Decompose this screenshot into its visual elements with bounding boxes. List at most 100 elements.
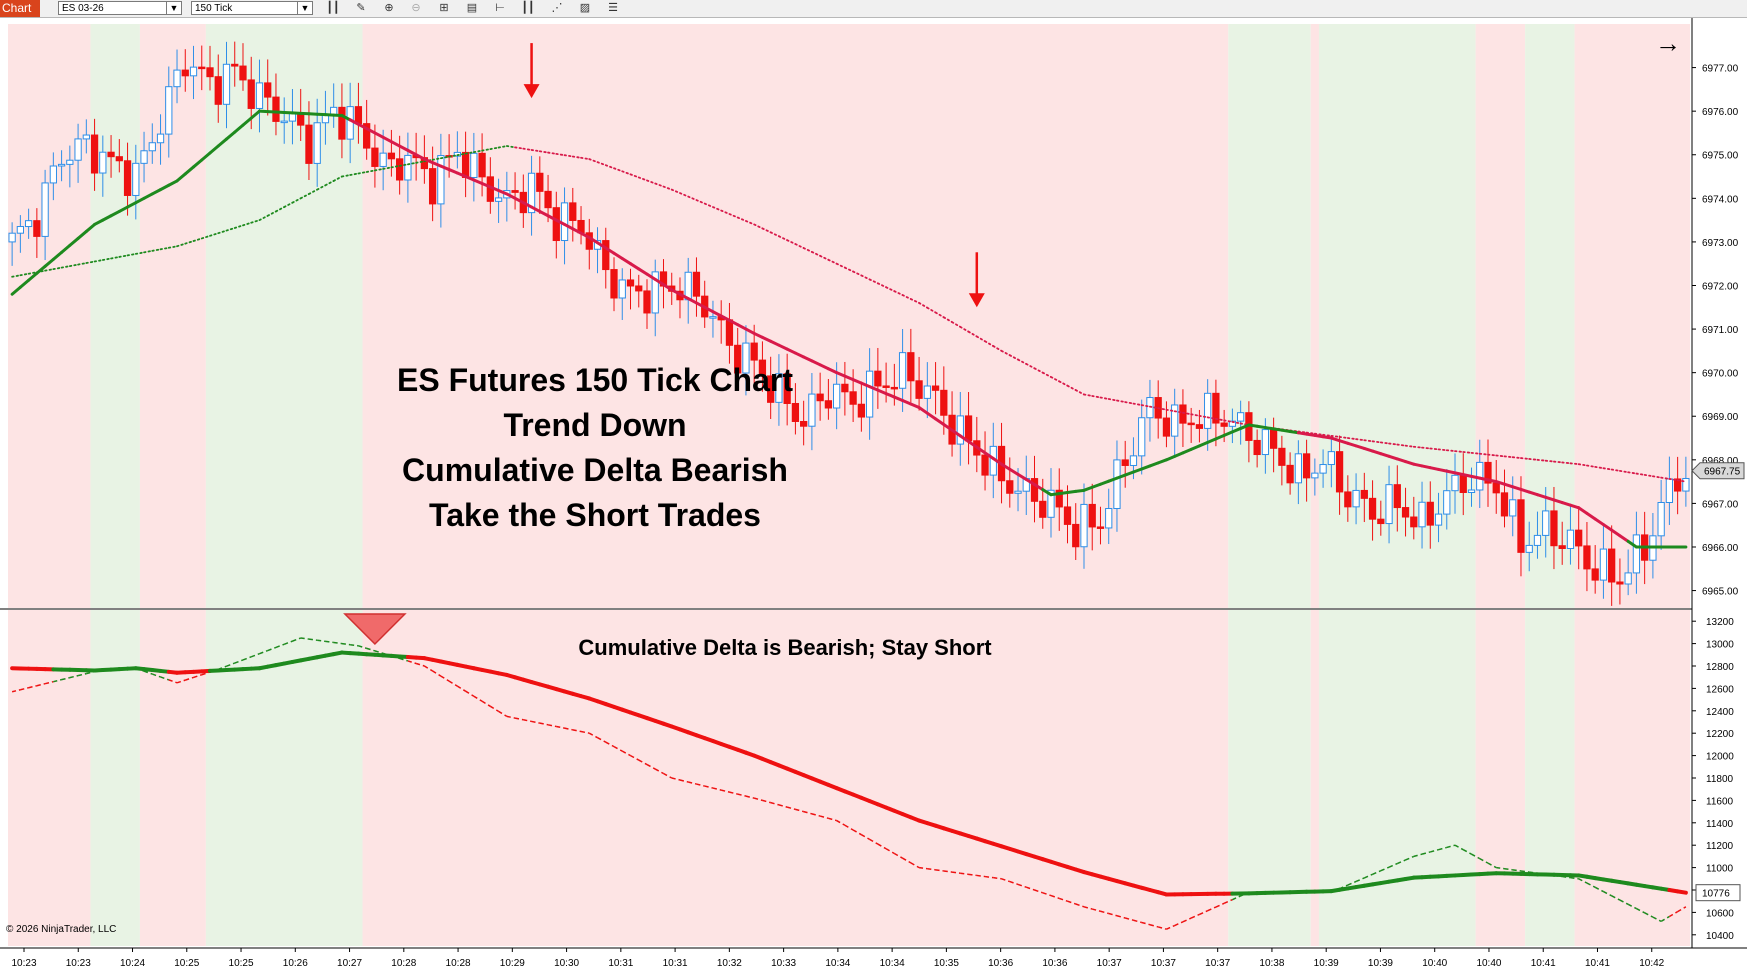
fast-moving-average: [802, 355, 814, 363]
delta-dashed-line: [968, 873, 977, 877]
slow-moving-average: [1074, 389, 1085, 396]
drawing-objects-icon[interactable]: ⋰: [551, 2, 563, 14]
fast-moving-average: [925, 411, 938, 421]
delta-dashed-line: [753, 797, 763, 802]
fast-moving-average: [653, 277, 665, 287]
fast-moving-average: [744, 327, 756, 335]
fast-moving-average: [637, 267, 649, 276]
chart-canvas[interactable]: 6977.00 6976.00 6975.00 6974.00 6973.00 6972.…: [0, 18, 1747, 976]
slow-moving-average: [1346, 437, 1357, 441]
time-tick-label: 10:37: [1205, 958, 1230, 969]
delta-tick-label: 13000: [1706, 640, 1734, 651]
data-box-icon[interactable]: ▤: [466, 2, 478, 14]
fast-moving-average: [686, 297, 698, 305]
slow-moving-average: [1454, 450, 1465, 453]
price-tick-label: 6970.00: [1702, 369, 1739, 380]
delta-dashed-line: [1149, 923, 1159, 928]
interval-selector[interactable]: 150 Tick ▼: [191, 1, 313, 15]
price-candle-up: [1171, 404, 1179, 437]
price-candle-down: [907, 352, 915, 382]
price-candle-down: [272, 96, 280, 122]
slow-moving-average: [967, 330, 978, 338]
delta-dashed-line: [11, 689, 21, 693]
templates-icon[interactable]: ☰: [608, 2, 618, 14]
slow-moving-average: [588, 158, 599, 164]
delta-dashed-line: [1652, 916, 1662, 923]
crosshair-icon[interactable]: ⊞: [439, 2, 449, 14]
fast-moving-average: [645, 272, 657, 281]
zoom-out-icon[interactable]: ⊖: [411, 2, 421, 14]
bar-type-icon[interactable]: ┃┃: [326, 2, 340, 14]
price-candle-down: [198, 66, 206, 70]
delta-dashed-line: [811, 813, 821, 817]
properties-icon[interactable]: ▨: [579, 2, 591, 14]
slow-moving-average: [1107, 398, 1118, 402]
slow-moving-average: [571, 155, 582, 159]
delta-dashed-line: [143, 670, 153, 675]
instrument-selector[interactable]: ES 03-26 ▼: [58, 1, 182, 15]
delta-dashed-line: [407, 660, 417, 665]
delta-dashed-line: [1570, 876, 1579, 880]
price-candle-up: [1434, 513, 1443, 526]
price-candle-down: [428, 168, 437, 205]
price-candle-down: [1269, 429, 1278, 449]
price-candle-down: [882, 385, 890, 388]
price-candle-down: [115, 156, 123, 162]
price-candle-down: [1195, 424, 1204, 429]
slow-moving-average: [1643, 474, 1654, 478]
fast-moving-average: [1008, 467, 1020, 476]
fast-moving-average: [958, 434, 971, 444]
price-candle-down: [338, 106, 346, 140]
slow-moving-average: [448, 154, 459, 158]
delta-dashed-line: [877, 843, 887, 850]
price-tick-label: 6969.00: [1702, 412, 1739, 423]
price-candle-down: [1484, 461, 1492, 484]
background-region-bear: [8, 24, 91, 608]
delta-dashed-line: [1479, 857, 1489, 864]
delta-dashed-line: [1677, 906, 1687, 913]
time-tick-label: 10:30: [554, 958, 579, 969]
draw-tool-icon[interactable]: ✎: [356, 2, 366, 14]
price-candle-down: [1220, 422, 1228, 427]
scroll-right-arrow-icon[interactable]: →: [1655, 28, 1681, 58]
slow-moving-average: [720, 209, 731, 215]
delta-dashed-line: [547, 724, 557, 728]
chevron-down-icon[interactable]: ▼: [166, 2, 181, 14]
delta-dashed-line: [440, 675, 450, 682]
slow-moving-average: [167, 245, 178, 249]
delta-dashed-line: [1603, 890, 1613, 897]
delta-dashed-line: [605, 741, 615, 748]
slow-moving-average: [1173, 410, 1184, 414]
slow-moving-average: [85, 260, 96, 264]
delta-dashed-line: [473, 695, 483, 702]
delta-dashed-line: [1067, 900, 1076, 905]
time-tick-label: 10:42: [1639, 958, 1664, 969]
delta-dashed-line: [869, 838, 879, 845]
price-candle-up: [24, 220, 33, 228]
fast-moving-average: [241, 116, 253, 127]
strategy-icon[interactable]: ⊢: [495, 2, 505, 14]
copyright-notice: © 2026 NinjaTrader, LLC: [6, 924, 117, 935]
slow-moving-average: [1668, 478, 1679, 482]
chart-tab[interactable]: Chart: [0, 0, 40, 17]
price-candle-down: [692, 271, 701, 297]
cumulative-delta-panel: [10, 613, 1688, 930]
chevron-down-icon[interactable]: ▼: [297, 2, 312, 14]
fast-moving-average: [51, 250, 64, 261]
price-candle-down: [626, 279, 635, 287]
price-candle-down: [90, 134, 99, 174]
slow-moving-average: [802, 247, 813, 253]
slow-moving-average: [134, 251, 145, 255]
delta-dashed-line: [1009, 880, 1019, 886]
price-candle-down: [1179, 404, 1187, 424]
fast-moving-average: [736, 323, 748, 331]
zoom-in-icon[interactable]: ⊕: [384, 2, 394, 14]
delta-dashed-line: [696, 783, 705, 787]
indicator-icon[interactable]: ┃┃: [521, 2, 535, 14]
price-candle-up: [173, 69, 181, 88]
delta-dashed-line: [688, 781, 697, 785]
price-candle-up: [1113, 459, 1121, 510]
time-tick-label: 10:24: [120, 958, 145, 969]
price-candle-up: [1237, 412, 1245, 422]
slow-moving-average: [794, 243, 805, 249]
